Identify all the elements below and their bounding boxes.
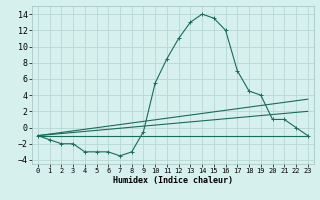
X-axis label: Humidex (Indice chaleur): Humidex (Indice chaleur) <box>113 176 233 185</box>
